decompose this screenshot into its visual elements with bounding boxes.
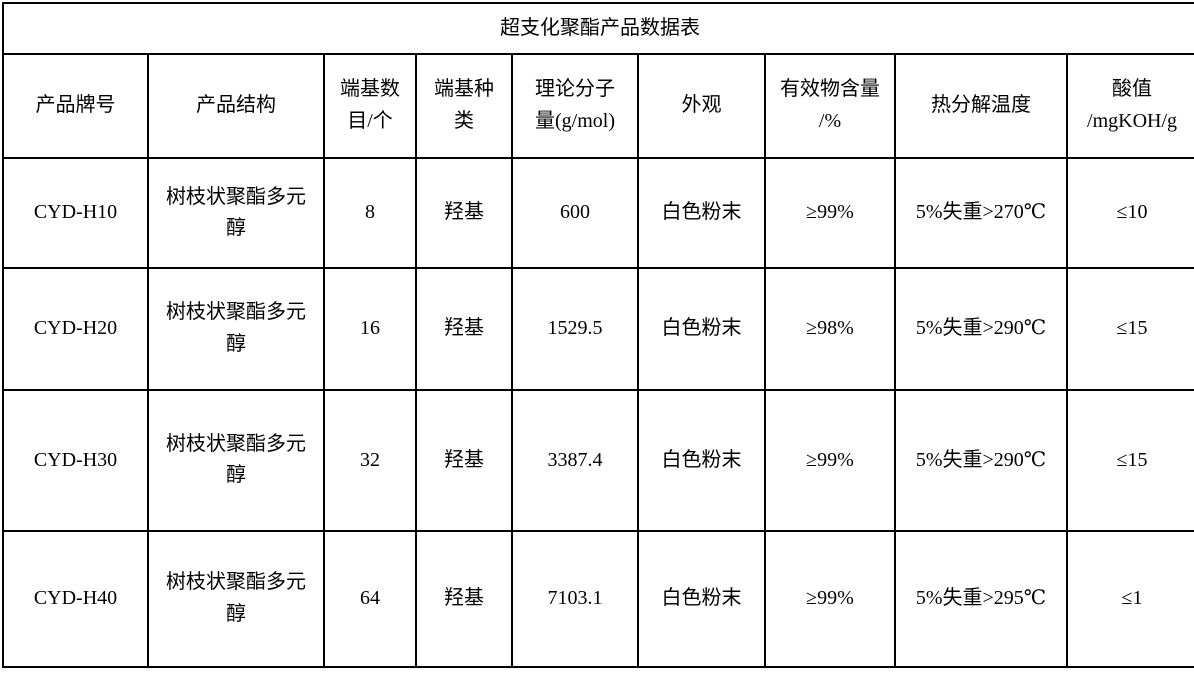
- table-cell: 600: [511, 157, 639, 269]
- header-cell-product-structure: 产品结构: [147, 52, 325, 160]
- header-cell-active-content: 有效物含量 /%: [764, 52, 896, 160]
- table-cell: 5%失重>270℃: [894, 157, 1068, 269]
- table-header-row: 产品牌号 产品结构 端基数 目/个 端基种 类 理论分子 量(g/mol) 外观…: [2, 52, 1194, 160]
- table-cell: ≥99%: [764, 388, 896, 532]
- table-cell: 5%失重>295℃: [894, 529, 1068, 669]
- table-cell: ≤15: [1065, 388, 1194, 532]
- table-cell: 白色粉末: [637, 388, 766, 532]
- table-cell: 羟基: [415, 529, 513, 669]
- table-cell: 5%失重>290℃: [894, 388, 1068, 532]
- table-cell: CYD-H10: [2, 157, 149, 269]
- table-title-row: 超支化聚酯产品数据表: [1, 2, 1194, 55]
- table-cell: 羟基: [415, 266, 513, 391]
- table-row: CYD-H40 树枝状聚酯多元 醇 64 羟基 7103.1 白色粉末 ≥99%…: [2, 529, 1194, 669]
- header-cell-end-group-type: 端基种 类: [415, 52, 513, 160]
- table-cell: 64: [323, 529, 417, 669]
- table-cell: 白色粉末: [637, 529, 766, 669]
- table-cell: ≥99%: [764, 157, 896, 269]
- table-cell: 白色粉末: [637, 157, 766, 269]
- table-cell: ≥99%: [764, 529, 896, 669]
- header-cell-product-code: 产品牌号: [2, 52, 149, 160]
- table-row: CYD-H10 树枝状聚酯多元 醇 8 羟基 600 白色粉末 ≥99% 5%失…: [2, 157, 1194, 269]
- table-cell: CYD-H40: [2, 529, 149, 669]
- table-title: 超支化聚酯产品数据表: [1, 2, 1194, 55]
- table-cell: ≤10: [1065, 157, 1194, 269]
- table-cell: 32: [323, 388, 417, 532]
- table-cell: ≥98%: [764, 266, 896, 391]
- table-cell: CYD-H20: [2, 266, 149, 391]
- header-cell-acid-value: 酸值 /mgKOH/g: [1065, 52, 1194, 160]
- table-cell: 5%失重>290℃: [894, 266, 1068, 391]
- table-cell: 羟基: [415, 157, 513, 269]
- table-cell: 16: [323, 266, 417, 391]
- table-cell: 羟基: [415, 388, 513, 532]
- table-cell: ≤15: [1065, 266, 1194, 391]
- table-row: CYD-H20 树枝状聚酯多元 醇 16 羟基 1529.5 白色粉末 ≥98%…: [2, 266, 1194, 391]
- table-cell: 7103.1: [511, 529, 639, 669]
- table-cell: 树枝状聚酯多元 醇: [147, 388, 325, 532]
- table-cell: 3387.4: [511, 388, 639, 532]
- table-cell: 1529.5: [511, 266, 639, 391]
- table-cell: ≤1: [1065, 529, 1194, 669]
- table-cell: 树枝状聚酯多元 醇: [147, 266, 325, 391]
- header-cell-molecular-weight: 理论分子 量(g/mol): [511, 52, 639, 160]
- table-cell: 8: [323, 157, 417, 269]
- table-cell: 树枝状聚酯多元 醇: [147, 529, 325, 669]
- table-cell: CYD-H30: [2, 388, 149, 532]
- header-cell-appearance: 外观: [637, 52, 766, 160]
- table-cell: 白色粉末: [637, 266, 766, 391]
- table-cell: 树枝状聚酯多元 醇: [147, 157, 325, 269]
- table-row: CYD-H30 树枝状聚酯多元 醇 32 羟基 3387.4 白色粉末 ≥99%…: [2, 388, 1194, 532]
- header-cell-thermal-decomposition: 热分解温度: [894, 52, 1068, 160]
- header-cell-end-group-count: 端基数 目/个: [323, 52, 417, 160]
